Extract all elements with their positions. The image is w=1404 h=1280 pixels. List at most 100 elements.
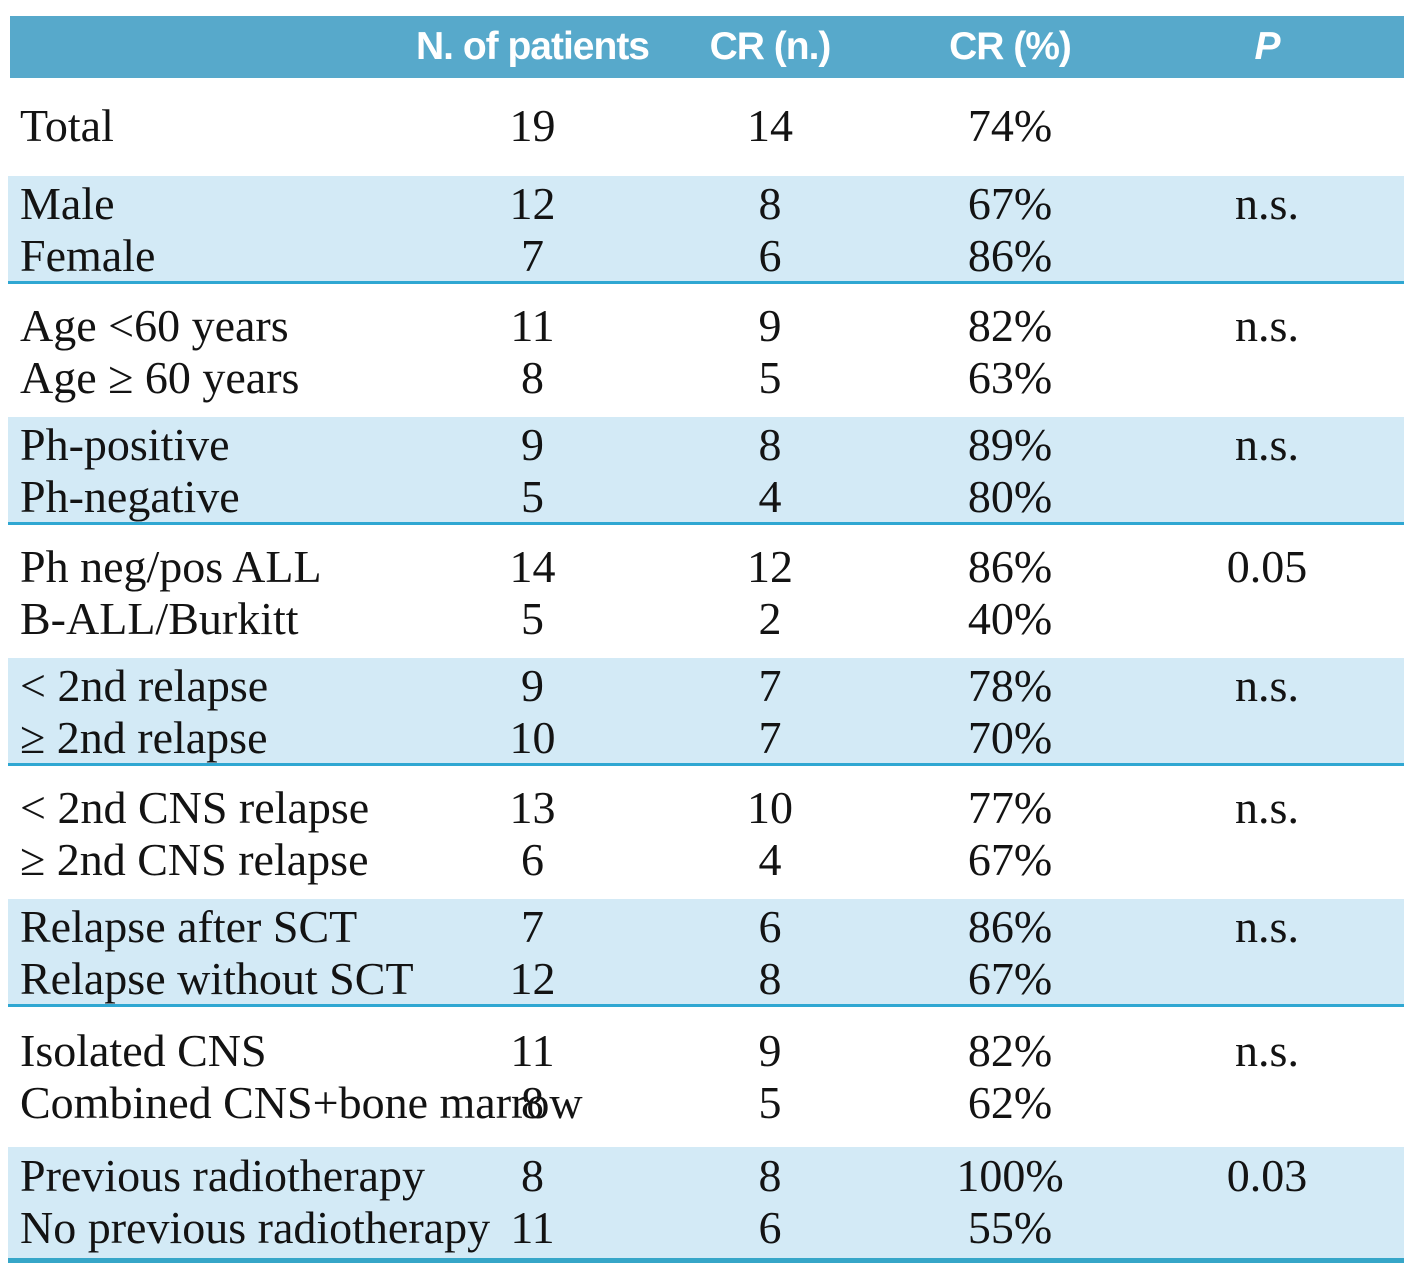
cell-label: Age <60 years [20, 300, 289, 351]
cell-p-value: n.s. [1235, 419, 1299, 470]
cell-label: Ph neg/pos ALL [20, 541, 322, 592]
cell-p-value [1130, 100, 1404, 152]
cell-cr-n: 4 [758, 471, 782, 522]
cell-label: Male [20, 178, 115, 229]
cell-cr-pct: 67% [967, 834, 1053, 885]
cell-cr-n: 10 [747, 782, 793, 833]
cell-cr-n: 6 [758, 1202, 782, 1253]
table-row: B-ALL/Burkitt 5 2 40% [8, 593, 1404, 645]
cell-n-patients: 11 [510, 300, 555, 351]
cell-cr-n: 5 [758, 352, 782, 403]
table-row: < 2nd relapse 9 7 78% n.s. [8, 660, 1404, 712]
table-row: Female 7 6 86% [8, 230, 1404, 282]
cell-cr-n: 5 [758, 1077, 782, 1128]
cell-cr-pct: 62% [967, 1077, 1053, 1128]
cell-cr-n: 7 [758, 712, 782, 763]
table-row: Male 12 8 67% n.s. [8, 178, 1404, 230]
cell-label: < 2nd CNS relapse [20, 782, 370, 833]
table-row: No previous radiotherapy 11 6 55% [8, 1202, 1404, 1254]
row-group-sex: Male 12 8 67% n.s. Female 7 6 86% [8, 176, 1404, 284]
cell-p-value [1130, 471, 1404, 523]
cell-n-patients: 10 [509, 712, 556, 763]
cell-p-value: n.s. [1235, 660, 1299, 711]
cell-cr-pct: 86% [967, 901, 1053, 952]
table-row: Ph neg/pos ALL 14 12 86% 0.05 [8, 541, 1404, 593]
cell-cr-pct: 89% [967, 419, 1053, 470]
table-row: Age <60 years 11 9 82% n.s. [8, 300, 1404, 352]
col-header-p-value: P [1254, 25, 1280, 68]
table-row: Relapse without SCT 12 8 67% [8, 953, 1404, 1005]
cell-cr-pct: 67% [967, 953, 1053, 1004]
cell-n-patients: 13 [509, 782, 556, 833]
cell-n-patients: 5 [521, 471, 544, 522]
table-row: ≥ 2nd relapse 10 7 70% [8, 712, 1404, 764]
cell-cr-pct: 100% [956, 1150, 1064, 1201]
top-margin [0, 0, 1404, 16]
cell-p-value: 0.03 [1226, 1150, 1308, 1201]
cell-n-patients: 12 [509, 178, 556, 229]
cell-cr-pct: 82% [967, 300, 1053, 351]
cell-cr-n: 9 [758, 300, 782, 351]
row-group-diagnosis: Ph neg/pos ALL 14 12 86% 0.05 B-ALL/Burk… [8, 525, 1404, 658]
cell-p-value: n.s. [1235, 178, 1299, 229]
cell-cr-pct: 86% [967, 541, 1053, 592]
row-group-relapse-number: < 2nd relapse 9 7 78% n.s. ≥ 2nd relapse… [8, 658, 1404, 766]
row-group-sct: Relapse after SCT 7 6 86% n.s. Relapse w… [8, 899, 1404, 1007]
cell-label: Relapse after SCT [20, 901, 358, 952]
cell-cr-pct: 40% [967, 593, 1053, 644]
table-row: Previous radiotherapy 8 8 100% 0.03 [8, 1150, 1404, 1202]
cell-cr-pct: 55% [967, 1202, 1053, 1253]
table-row: Total 19 14 74% [8, 100, 1404, 152]
cell-n-patients: 9 [521, 660, 544, 711]
table-row: Ph-negative 5 4 80% [8, 471, 1404, 523]
cell-n-patients: 5 [521, 593, 544, 644]
cell-label: ≥ 2nd CNS relapse [20, 834, 369, 885]
table-row: Isolated CNS 11 9 82% n.s. [8, 1025, 1404, 1077]
col-header-cr-pct: CR (%) [949, 25, 1072, 68]
cell-cr-n: 8 [758, 178, 782, 229]
table-row: Age ≥ 60 years 8 5 63% [8, 352, 1404, 404]
cell-label: Previous radiotherapy [20, 1150, 425, 1201]
table-row: Ph-positive 9 8 89% n.s. [8, 419, 1404, 471]
cell-n-patients: 8 [521, 1150, 544, 1201]
cell-cr-n: 2 [758, 593, 782, 644]
table-header-row: N. of patients CR (n.) CR (%) P [10, 16, 1404, 78]
cell-p-value [1130, 953, 1404, 1005]
cell-n-patients: 6 [521, 834, 544, 885]
col-header-n-patients: N. of patients [415, 25, 650, 68]
cell-label: No previous radiotherapy [20, 1202, 491, 1253]
cell-n-patients: 7 [521, 230, 544, 281]
cell-cr-n: 8 [758, 1150, 782, 1201]
cell-cr-n: 6 [758, 230, 782, 281]
cell-label: Relapse without SCT [20, 953, 414, 1004]
cell-n-patients: 9 [521, 419, 544, 470]
row-group-total: Total 19 14 74% [8, 78, 1404, 176]
col-header-cr-n: CR (n.) [709, 25, 832, 68]
row-group-cns-relapse-number: < 2nd CNS relapse 13 10 77% n.s. ≥ 2nd C… [8, 766, 1404, 899]
cell-cr-n: 12 [747, 541, 793, 592]
cell-p-value [1130, 1202, 1404, 1254]
table-row: Relapse after SCT 7 6 86% n.s. [8, 901, 1404, 953]
cell-p-value [1130, 712, 1404, 764]
cell-p-value: n.s. [1235, 300, 1299, 351]
cell-cr-pct: 67% [967, 178, 1053, 229]
cell-cr-n: 7 [758, 660, 782, 711]
table-row: < 2nd CNS relapse 13 10 77% n.s. [8, 782, 1404, 834]
cell-p-value: n.s. [1235, 782, 1299, 833]
cell-cr-pct: 63% [967, 352, 1053, 403]
cell-cr-pct: 70% [967, 712, 1053, 763]
cell-label: Female [20, 230, 156, 281]
cell-n-patients: 8 [521, 352, 544, 403]
cell-label: Total [20, 100, 114, 151]
cell-n-patients: 7 [521, 901, 544, 952]
cell-p-value: n.s. [1235, 1025, 1299, 1076]
cell-cr-n: 8 [758, 419, 782, 470]
cell-cr-pct: 80% [967, 471, 1053, 522]
cell-label: ≥ 2nd relapse [20, 712, 268, 763]
table-row: ≥ 2nd CNS relapse 6 4 67% [8, 834, 1404, 886]
cell-p-value [1130, 593, 1404, 645]
cell-cr-n: 8 [758, 953, 782, 1004]
row-group-ph-status: Ph-positive 9 8 89% n.s. Ph-negative 5 4… [8, 417, 1404, 525]
cell-label: Combined CNS+bone marrow [20, 1077, 583, 1128]
